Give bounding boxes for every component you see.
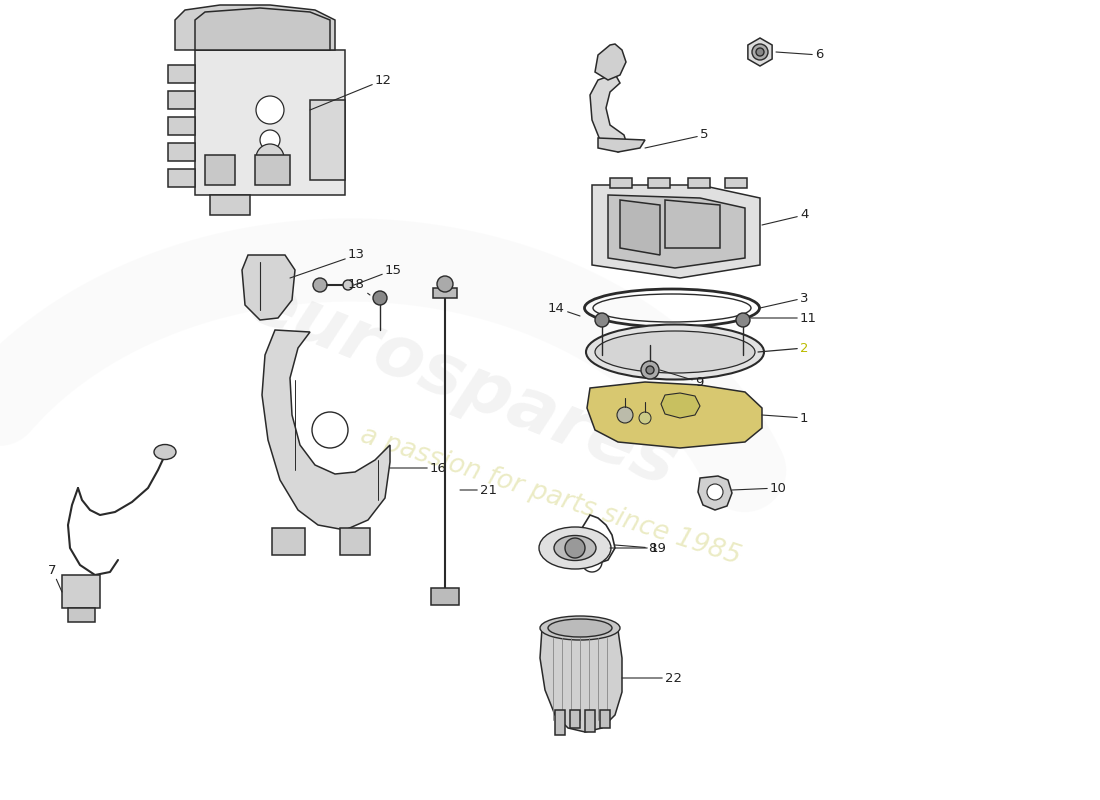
Polygon shape <box>585 710 595 732</box>
Text: 16: 16 <box>390 462 447 474</box>
Circle shape <box>639 412 651 424</box>
Polygon shape <box>168 65 195 83</box>
Polygon shape <box>600 710 610 728</box>
Circle shape <box>736 313 750 327</box>
Polygon shape <box>255 155 290 185</box>
Ellipse shape <box>154 445 176 459</box>
Text: 2: 2 <box>758 342 808 354</box>
Polygon shape <box>205 155 235 185</box>
Text: 1: 1 <box>762 411 808 425</box>
Text: 18: 18 <box>348 278 370 295</box>
Polygon shape <box>661 393 700 418</box>
Polygon shape <box>688 178 710 188</box>
Circle shape <box>617 407 632 423</box>
Polygon shape <box>748 38 772 66</box>
Polygon shape <box>242 255 295 320</box>
Polygon shape <box>168 143 195 161</box>
Circle shape <box>437 276 453 292</box>
Circle shape <box>756 48 764 56</box>
Polygon shape <box>262 330 390 530</box>
Ellipse shape <box>539 527 610 569</box>
Text: 7: 7 <box>48 563 62 592</box>
Polygon shape <box>598 138 645 152</box>
Circle shape <box>641 361 659 379</box>
Text: a passion for parts since 1985: a passion for parts since 1985 <box>356 422 744 570</box>
Polygon shape <box>592 185 760 278</box>
Polygon shape <box>570 710 580 728</box>
Text: 3: 3 <box>760 291 808 308</box>
Polygon shape <box>168 117 195 135</box>
Text: 19: 19 <box>610 542 667 554</box>
Text: 6: 6 <box>776 49 824 62</box>
Circle shape <box>256 144 284 172</box>
Polygon shape <box>698 476 732 510</box>
Text: 22: 22 <box>621 671 682 685</box>
Ellipse shape <box>595 331 755 373</box>
Ellipse shape <box>586 325 764 379</box>
Circle shape <box>312 412 348 448</box>
Ellipse shape <box>554 535 596 561</box>
Polygon shape <box>175 5 336 50</box>
Circle shape <box>595 313 609 327</box>
Polygon shape <box>587 382 762 448</box>
Text: 21: 21 <box>460 483 497 497</box>
Circle shape <box>343 280 353 290</box>
Polygon shape <box>556 710 565 735</box>
Circle shape <box>646 366 654 374</box>
Text: 8: 8 <box>615 542 657 554</box>
Polygon shape <box>648 178 670 188</box>
Circle shape <box>373 291 387 305</box>
Polygon shape <box>195 8 330 50</box>
Text: 4: 4 <box>762 209 808 225</box>
Text: 9: 9 <box>660 370 703 389</box>
Polygon shape <box>168 169 195 187</box>
Polygon shape <box>610 178 632 188</box>
Polygon shape <box>666 200 720 248</box>
Text: 12: 12 <box>310 74 392 110</box>
Circle shape <box>260 130 280 150</box>
Polygon shape <box>195 50 345 195</box>
Polygon shape <box>68 608 95 622</box>
Text: 11: 11 <box>751 311 817 325</box>
Polygon shape <box>310 100 345 180</box>
Circle shape <box>752 44 768 60</box>
Circle shape <box>256 96 284 124</box>
Polygon shape <box>272 528 305 555</box>
Text: 15: 15 <box>354 263 402 285</box>
Polygon shape <box>210 195 250 215</box>
Polygon shape <box>340 528 370 555</box>
Ellipse shape <box>540 616 620 640</box>
Polygon shape <box>595 44 626 80</box>
Polygon shape <box>168 91 195 109</box>
Polygon shape <box>433 288 456 298</box>
Polygon shape <box>725 178 747 188</box>
Circle shape <box>707 484 723 500</box>
Circle shape <box>314 278 327 292</box>
Polygon shape <box>608 195 745 268</box>
Text: 10: 10 <box>732 482 786 494</box>
Text: 13: 13 <box>290 249 365 278</box>
Text: 14: 14 <box>548 302 580 316</box>
Ellipse shape <box>548 619 612 637</box>
Polygon shape <box>620 200 660 255</box>
Circle shape <box>565 538 585 558</box>
Polygon shape <box>62 575 100 608</box>
Text: eurospares: eurospares <box>238 266 686 502</box>
Polygon shape <box>590 74 628 152</box>
Polygon shape <box>431 588 459 605</box>
Polygon shape <box>540 624 622 732</box>
Text: 5: 5 <box>645 129 708 148</box>
